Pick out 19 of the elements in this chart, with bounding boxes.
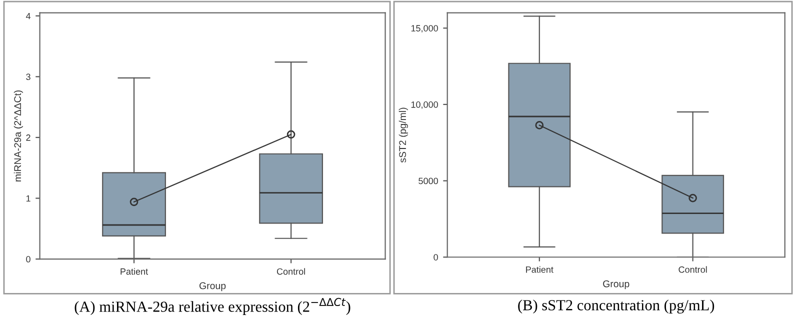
x-tick-label: Control <box>678 266 707 273</box>
x-tick-label: Patient <box>120 268 148 275</box>
x-tick-label: Patient <box>526 266 554 273</box>
y-tick-label: 3 <box>26 74 30 80</box>
y-tick-label: 5000 <box>418 178 438 184</box>
y-axis-title: miRNA-29a (2^ΔΔCt) <box>14 90 23 182</box>
y-tick-label: 15,000 <box>411 25 438 33</box>
y-tick-label: 1 <box>26 195 30 202</box>
y-tick-label: 10,000 <box>411 101 438 109</box>
y-axis-title: sST2 (pg/ml) <box>398 108 408 163</box>
text: (B) sST2 concentration (pg/mL) <box>518 300 714 314</box>
y-tick-label: 0 <box>26 256 30 262</box>
y-tick-label: 2 <box>26 134 30 141</box>
y-tick-label: 4 <box>26 12 31 20</box>
y-tick-label: 0 <box>434 254 438 260</box>
text: (A) miRNA-29a relative expression (2$^{−ΔΔCt}$) <box>74 298 350 315</box>
x-axis-title: Group <box>200 282 226 292</box>
x-tick-label: Control <box>276 268 305 275</box>
x-axis-title: Group <box>603 280 630 290</box>
